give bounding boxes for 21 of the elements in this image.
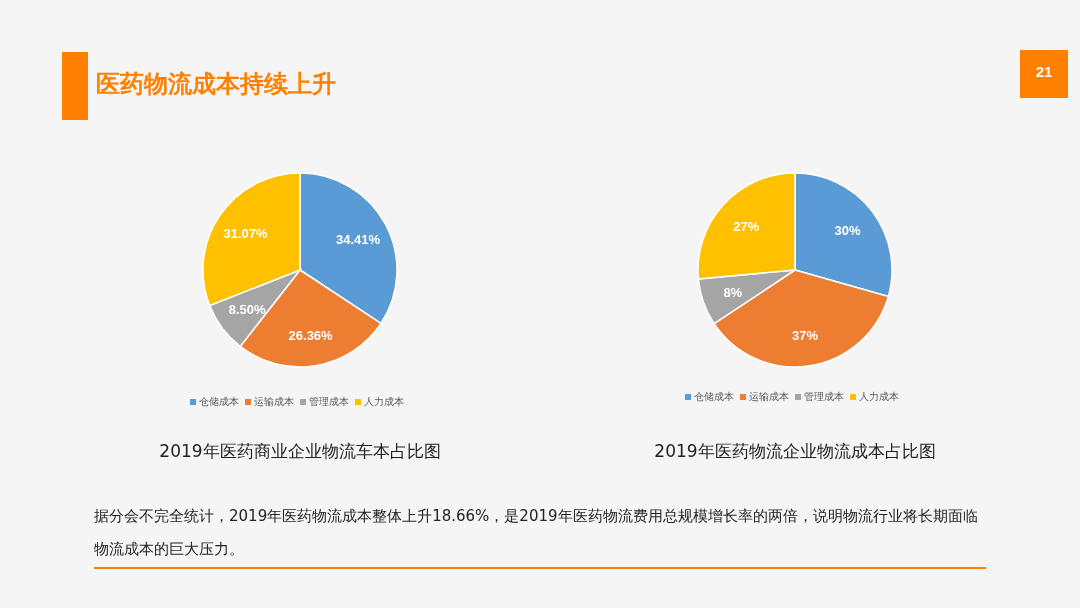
legend-label: 人力成本	[364, 396, 404, 407]
text: 21	[1020, 50, 1068, 98]
data-label: 8%	[723, 284, 743, 300]
data-label: 26.36%	[288, 328, 334, 344]
text: 据分会不完全统计，2019年医药物流成本整体上升18.66%，是2019年医药物流费用总规模增长率的两倍，说明物流行业将长期面临物流成本的巨大压力。	[94, 506, 979, 560]
text: 2019年医药物流企业物流成本占比图	[653, 440, 937, 463]
data-label: 37%	[792, 328, 819, 344]
text: 2019年医药商业企业物流车本占比图	[158, 440, 442, 463]
data-label: 8.50%	[228, 302, 266, 318]
legend-label: 运输成本	[749, 391, 789, 402]
data-label: 34.41%	[336, 231, 381, 247]
legend-label: 仓储成本	[694, 391, 734, 402]
data-label: 31.07%	[223, 225, 268, 241]
legend-label: 人力成本	[859, 391, 899, 402]
data-label: 30%	[834, 223, 862, 239]
text: 医药物流成本持续上升	[96, 69, 336, 100]
legend-label: 管理成本	[804, 391, 844, 402]
legend-label: 管理成本	[309, 396, 349, 407]
legend-label: 运输成本	[254, 396, 294, 407]
data-label: 27%	[733, 218, 760, 234]
legend-label: 仓储成本	[199, 396, 239, 407]
